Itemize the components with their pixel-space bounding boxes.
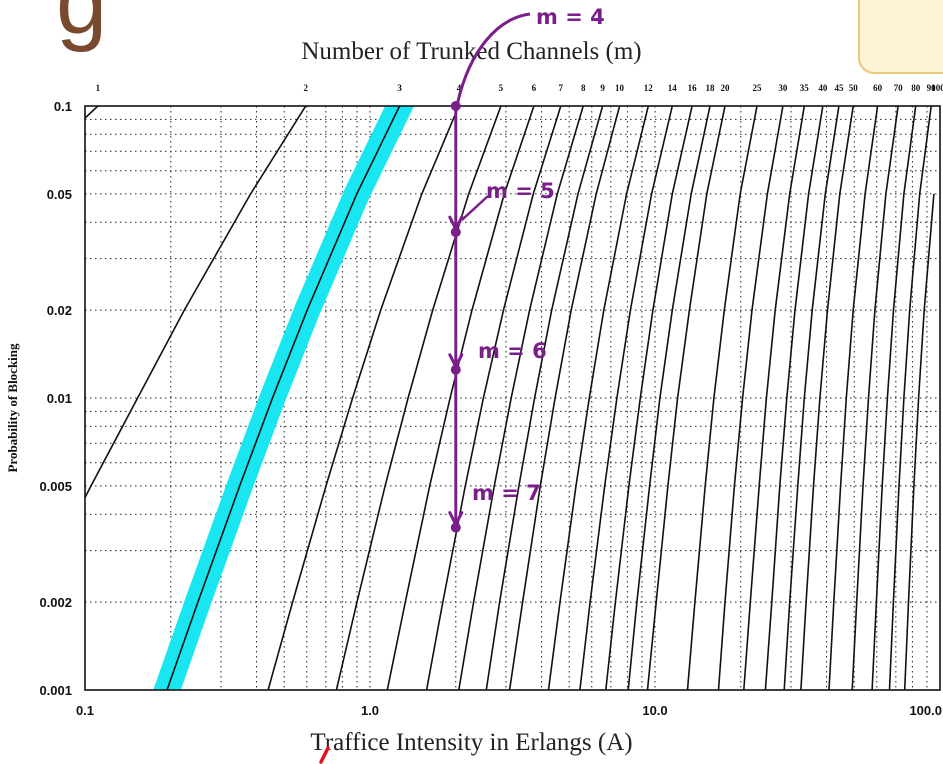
curve-m-20 xyxy=(646,106,726,690)
curve-m-5 xyxy=(335,106,502,690)
channel-label-35: 35 xyxy=(800,83,810,93)
annotation-arrowhead xyxy=(448,511,464,528)
channel-label-30: 30 xyxy=(778,83,788,93)
curve-m-90 xyxy=(888,106,932,690)
annotation-arrowhead xyxy=(448,353,464,371)
y-tick-label: 0.002 xyxy=(39,595,72,610)
channel-label-6: 6 xyxy=(532,83,537,93)
channel-label-1: 1 xyxy=(96,83,101,93)
annotation-point-4 xyxy=(450,101,461,111)
curve-m-100 xyxy=(903,193,935,690)
y-tick-label: 0.05 xyxy=(47,187,72,202)
curve-m-6 xyxy=(386,106,535,690)
channel-label-25: 25 xyxy=(753,83,763,93)
channel-label-80: 80 xyxy=(911,83,921,93)
channel-label-7: 7 xyxy=(559,83,564,93)
y-tick-label: 0.01 xyxy=(47,391,72,406)
y-tick-label: 0.02 xyxy=(47,303,72,318)
channel-label-70: 70 xyxy=(894,83,904,93)
channel-label-10: 10 xyxy=(615,83,625,93)
annotation-arrowhead xyxy=(448,215,464,233)
channel-label-50: 50 xyxy=(849,83,859,93)
curve-m-18 xyxy=(627,106,711,690)
curves xyxy=(85,106,935,690)
curve-m-35 xyxy=(743,106,806,690)
channel-label-2: 2 xyxy=(303,83,308,93)
curve-m-3 xyxy=(166,106,401,690)
annotation-pointer-m4 xyxy=(456,12,531,103)
x-tick-label: 100.0 xyxy=(909,703,942,718)
channel-label-90: 90 xyxy=(927,83,937,93)
curve-m-40 xyxy=(764,106,824,690)
correction-mark xyxy=(319,746,330,764)
curve-m-45 xyxy=(783,106,840,690)
channel-label-60: 60 xyxy=(873,83,883,93)
y-tick-label: 0.005 xyxy=(39,479,72,494)
channel-label-12: 12 xyxy=(644,83,654,93)
x-tick-label: 1.0 xyxy=(361,703,379,718)
curve-m-14 xyxy=(579,106,674,690)
highlight-band xyxy=(153,106,415,690)
curve-m-50 xyxy=(800,106,854,690)
curve-m-30 xyxy=(717,106,784,690)
channel-label-100: 100 xyxy=(931,83,943,93)
annotation-label-m7: m = 7 xyxy=(472,481,541,505)
chart-footer-label: Traffice Intensity in Erlangs (A) xyxy=(310,729,633,756)
curve-m-1 xyxy=(85,106,99,119)
curve-m-7 xyxy=(425,106,562,690)
channel-label-20: 20 xyxy=(720,83,730,93)
channel-label-14: 14 xyxy=(668,83,678,93)
annotation-label-m4: m = 4 xyxy=(536,5,605,29)
curve-m-9 xyxy=(485,106,604,690)
channel-label-9: 9 xyxy=(600,83,605,93)
channel-label-18: 18 xyxy=(706,83,716,93)
y-tick-label: 0.1 xyxy=(54,99,72,114)
channel-label-16: 16 xyxy=(688,83,698,93)
note-callout-box xyxy=(858,0,943,74)
x-tick-label: 0.1 xyxy=(76,703,94,718)
curve-m-12 xyxy=(547,106,650,690)
channel-label-45: 45 xyxy=(834,83,844,93)
channel-label-5: 5 xyxy=(499,83,504,93)
x-tick-label: 10.0 xyxy=(642,703,667,718)
channel-label-3: 3 xyxy=(397,83,402,93)
annotation-label-m5: m = 5 xyxy=(486,179,555,203)
y-axis-label: Probability of Blocking xyxy=(5,343,20,473)
curve-m-60 xyxy=(828,106,879,690)
channel-label-8: 8 xyxy=(581,83,586,93)
annotation-connector-m5 xyxy=(460,195,489,222)
slide-title-fragment: g xyxy=(56,0,108,53)
curve-m-10 xyxy=(508,106,621,690)
curve-m-80 xyxy=(871,106,917,690)
curve-m-2 xyxy=(85,106,307,500)
curve-m-25 xyxy=(686,106,758,690)
plot-frame xyxy=(84,105,941,691)
annotation-label-m6: m = 6 xyxy=(478,339,547,363)
channel-label-40: 40 xyxy=(818,83,828,93)
curve-m-16 xyxy=(605,106,693,690)
curve-m-4 xyxy=(267,106,460,690)
curve-m-8 xyxy=(458,106,584,690)
y-tick-label: 0.001 xyxy=(39,683,72,698)
curve-m-70 xyxy=(851,106,899,690)
channel-label-4: 4 xyxy=(457,83,462,93)
